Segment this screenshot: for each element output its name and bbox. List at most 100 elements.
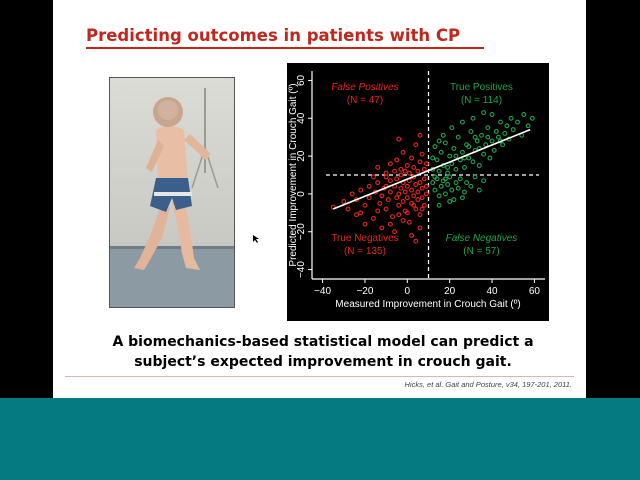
quadrant-count: (N = 47) xyxy=(347,95,383,106)
data-point xyxy=(413,182,419,187)
data-point xyxy=(419,185,425,191)
caption-line-2: subject’s expected improvement in crouch… xyxy=(134,354,512,370)
data-point xyxy=(438,149,444,155)
data-point xyxy=(430,155,436,161)
data-point xyxy=(442,191,448,197)
data-point xyxy=(419,195,425,201)
data-point xyxy=(525,123,531,129)
y-ticks: −40 −20 0 20 40 60 xyxy=(296,74,312,278)
data-point xyxy=(498,119,503,125)
data-point xyxy=(462,189,467,195)
slide-title: Predicting outcomes in patients with CP xyxy=(86,26,461,45)
data-point xyxy=(390,214,395,220)
data-point xyxy=(442,140,448,146)
data-point xyxy=(354,212,359,218)
data-point xyxy=(417,132,423,138)
data-point xyxy=(362,202,368,208)
data-point xyxy=(493,129,499,134)
data-point xyxy=(421,166,427,172)
data-point xyxy=(457,176,463,182)
data-point xyxy=(396,212,402,218)
data-point xyxy=(476,187,482,193)
data-point xyxy=(436,202,442,208)
data-point xyxy=(387,221,393,227)
data-point xyxy=(417,212,423,218)
quadrant-label: True Positives xyxy=(450,82,513,93)
data-point xyxy=(445,170,451,176)
y-tick-label: 60 xyxy=(296,74,307,86)
quadrant-label: False Positives xyxy=(331,82,398,93)
data-point xyxy=(462,164,467,170)
floor-shape xyxy=(110,248,234,307)
data-point xyxy=(362,221,368,227)
data-point xyxy=(447,153,453,159)
data-point xyxy=(436,168,442,174)
data-point xyxy=(453,166,459,172)
chart-background xyxy=(287,63,549,321)
data-point xyxy=(432,144,438,150)
data-point xyxy=(419,151,425,157)
y-tick-label: 20 xyxy=(296,150,307,162)
data-point xyxy=(500,142,506,148)
data-point xyxy=(370,216,376,221)
data-point xyxy=(358,210,364,216)
data-point xyxy=(415,189,421,195)
floor-edge-shape xyxy=(110,246,234,249)
data-point xyxy=(358,187,364,193)
x-tick-label: 0 xyxy=(405,286,411,297)
data-point xyxy=(413,142,419,148)
data-point xyxy=(404,163,410,168)
data-point xyxy=(459,119,465,125)
data-point xyxy=(421,202,427,208)
data-point xyxy=(341,199,347,204)
data-point xyxy=(400,217,406,223)
data-point xyxy=(434,157,440,163)
data-point xyxy=(411,164,417,170)
data-point xyxy=(479,132,484,138)
data-point xyxy=(366,195,372,201)
data-point xyxy=(402,189,408,195)
x-tick-label: −20 xyxy=(356,286,373,297)
data-point xyxy=(409,233,415,238)
data-point xyxy=(396,191,402,197)
data-point xyxy=(495,134,501,140)
data-point xyxy=(409,187,415,193)
x-ticks: −40 −20 0 20 40 60 xyxy=(314,279,540,297)
data-point xyxy=(489,138,495,144)
data-point xyxy=(406,219,412,225)
data-point xyxy=(413,206,419,212)
data-point xyxy=(481,178,487,184)
quadrant-count: (N = 57) xyxy=(463,246,499,257)
quadrant-count: (N = 135) xyxy=(344,246,386,257)
data-point xyxy=(470,115,476,121)
data-point xyxy=(436,138,442,144)
y-tick-label: −40 xyxy=(296,261,307,278)
data-point xyxy=(383,206,389,212)
data-point xyxy=(445,164,451,170)
data-point xyxy=(521,112,527,117)
data-point xyxy=(508,115,514,121)
x-tick-label: −40 xyxy=(314,286,331,297)
data-point xyxy=(453,153,459,159)
data-point xyxy=(470,159,476,165)
data-point xyxy=(406,170,412,176)
data-point xyxy=(440,132,446,138)
data-point xyxy=(402,168,408,174)
data-point xyxy=(449,187,455,193)
data-point xyxy=(417,159,423,165)
data-point xyxy=(415,197,421,203)
data-point xyxy=(432,187,438,193)
data-point xyxy=(375,180,381,186)
data-point xyxy=(392,229,398,235)
data-point xyxy=(387,189,393,195)
data-point xyxy=(489,112,495,117)
data-point xyxy=(445,182,451,187)
data-point xyxy=(481,110,487,116)
data-point xyxy=(404,210,410,216)
data-point xyxy=(504,123,510,129)
data-point xyxy=(375,208,381,214)
data-point xyxy=(423,161,429,167)
data-point xyxy=(413,238,419,244)
data-point xyxy=(455,185,461,191)
data-point xyxy=(447,199,453,204)
